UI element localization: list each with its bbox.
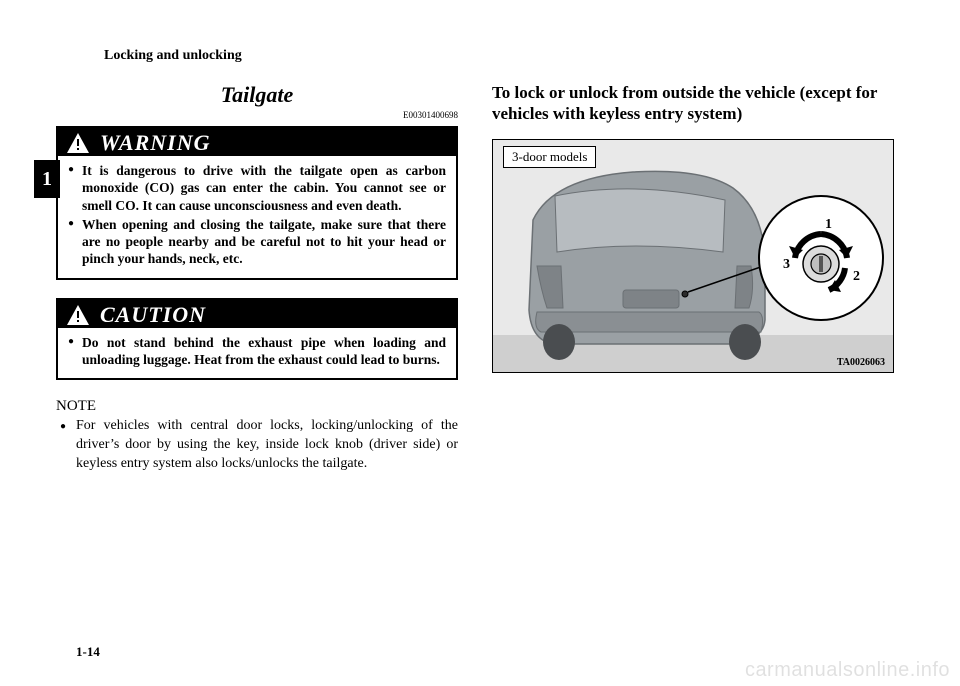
vehicle-illustration: 1 2 3: [493, 140, 894, 373]
diagram-label-2: 2: [853, 269, 860, 284]
caution-triangle-icon: [66, 304, 90, 326]
caution-body: Do not stand behind the exhaust pipe whe…: [58, 328, 456, 379]
caution-label: CAUTION: [100, 302, 206, 328]
note-label: NOTE: [56, 398, 458, 415]
right-column: To lock or unlock from outside the vehic…: [492, 82, 894, 474]
figure-caption: 3-door models: [503, 146, 596, 168]
warning-box: WARNING It is dangerous to drive with th…: [56, 126, 458, 280]
running-header: Locking and unlocking: [104, 48, 904, 64]
diagram-label-1: 1: [825, 217, 832, 232]
caution-header: CAUTION: [58, 300, 456, 328]
diagram-label-3: 3: [783, 257, 790, 272]
section-title: Tailgate: [56, 82, 458, 108]
warning-item: It is dangerous to drive with the tailga…: [68, 162, 446, 214]
caution-item: Do not stand behind the exhaust pipe whe…: [68, 334, 446, 369]
manual-page: Locking and unlocking 1 Tailgate E003014…: [0, 0, 960, 686]
watermark: carmanualsonline.info: [745, 659, 950, 682]
warning-label: WARNING: [100, 130, 211, 156]
subsection-title: To lock or unlock from outside the vehic…: [492, 82, 894, 125]
figure-box: 3-door models: [492, 139, 894, 373]
figure-code: TA0026063: [837, 357, 885, 368]
warning-header: WARNING: [58, 128, 456, 156]
document-code: E00301400698: [56, 110, 458, 120]
caution-box: CAUTION Do not stand behind the exhaust …: [56, 298, 458, 381]
left-column: Tailgate E00301400698 WARNING It is dang…: [56, 82, 458, 474]
warning-triangle-icon: [66, 132, 90, 154]
chapter-tab: 1: [34, 160, 60, 198]
content-columns: Tailgate E00301400698 WARNING It is dang…: [56, 82, 904, 474]
warning-body: It is dangerous to drive with the tailga…: [58, 156, 456, 278]
page-number: 1-14: [76, 644, 100, 660]
warning-item: When opening and closing the tailgate, m…: [68, 216, 446, 268]
note-list: For vehicles with central door locks, lo…: [56, 417, 458, 474]
note-item: For vehicles with central door locks, lo…: [56, 417, 458, 474]
